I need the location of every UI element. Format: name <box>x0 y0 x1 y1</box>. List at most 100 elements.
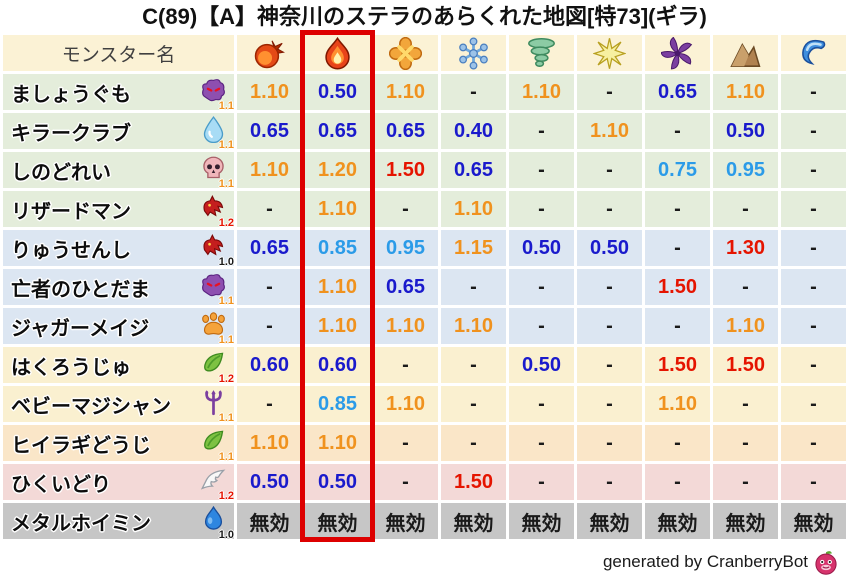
resistance-cell: 0.65 <box>237 113 302 149</box>
resistance-cell: - <box>509 152 574 188</box>
monster-name: ベビーマジシャン <box>11 395 171 418</box>
resistance-cell: - <box>373 347 438 383</box>
resistance-cell: - <box>577 308 642 344</box>
monster-name-cell: りゅうせんし 1.0 <box>3 230 234 268</box>
resistance-cell: 1.10 <box>373 386 438 422</box>
monster-name: メタルホイミン <box>11 512 151 535</box>
resistance-cell: - <box>781 347 846 383</box>
monster-coefficient: 1.1 <box>218 412 234 424</box>
monster-row: りゅうせんし 1.0 0.65 0.85 0.95 1.15 0.50 0.50-1.30- <box>3 230 846 268</box>
resistance-cell: - <box>713 269 778 305</box>
monster-name-cell: ジャガーメイジ 1.1 <box>3 308 234 346</box>
resistance-cell: 0.65 <box>237 230 302 266</box>
resistance-cell: 0.95 <box>373 230 438 266</box>
monster-coefficient: 1.1 <box>218 451 234 463</box>
monster-name-cell: しのどれい 1.1 <box>3 152 234 190</box>
skull-icon: 1.1 <box>200 155 234 190</box>
resistance-cell: - <box>645 191 710 227</box>
resistance-cell: 1.10 <box>237 74 302 110</box>
resistance-cell: - <box>781 152 846 188</box>
trident-icon: 1.1 <box>200 389 234 424</box>
resistance-cell: 無効 <box>781 503 846 539</box>
monster-row: メタルホイミン 1.0 無効 無効 無効 無効 無効 無効 無効 無効 無効 <box>3 503 846 541</box>
monster-name: リザードマン <box>11 200 131 223</box>
resistance-cell: - <box>237 386 302 422</box>
monster-row: しのどれい 1.1 1.10 1.20 1.50 0.65- -0.75 0.95- <box>3 152 846 190</box>
leaf-icon: 1.2 <box>200 350 234 385</box>
resistance-cell: - <box>441 386 506 422</box>
resistance-cell: 無効 <box>237 503 302 539</box>
monster-coefficient: 1.1 <box>218 100 234 112</box>
monster-name-cell: メタルホイミン 1.0 <box>3 503 234 541</box>
monster-row: リザードマン 1.2-1.10-1.10- - - - - <box>3 191 846 229</box>
monster-coefficient: 1.1 <box>218 178 234 190</box>
resistance-cell: 0.50 <box>509 230 574 266</box>
resistance-cell: - <box>577 74 642 110</box>
resistance-cell: 1.10 <box>305 269 370 305</box>
resistance-cell: - <box>577 464 642 500</box>
monster-name-cell: ヒイラギどうじ 1.1 <box>3 425 234 463</box>
resistance-cell: 0.50 <box>237 464 302 500</box>
resistance-cell: - <box>373 464 438 500</box>
monster-coefficient: 1.1 <box>218 334 234 346</box>
resistance-cell: - <box>509 269 574 305</box>
monster-name-cell: リザードマン 1.2 <box>3 191 234 229</box>
monster-name-cell: 亡者のひとだま 1.1 <box>3 269 234 307</box>
monster-name: 亡者のひとだま <box>11 278 150 301</box>
resistance-cell: 無効 <box>373 503 438 539</box>
monster-name-cell: キラークラブ 1.1 <box>3 113 234 151</box>
monster-coefficient: 1.2 <box>218 217 234 229</box>
snowflake-icon <box>441 35 506 71</box>
resistance-cell: - <box>645 425 710 461</box>
resistance-cell: 1.10 <box>305 308 370 344</box>
spark-icon <box>577 35 642 71</box>
monster-name: ましょうぐも <box>11 83 131 106</box>
resistance-cell: 0.95 <box>713 152 778 188</box>
footer: generated by CranberryBot <box>0 544 849 580</box>
monster-coefficient: 1.2 <box>218 490 234 502</box>
resistance-cell: 0.50 <box>713 113 778 149</box>
monster-name: キラークラブ <box>11 122 131 145</box>
resistance-cell: - <box>713 191 778 227</box>
resistance-cell: - <box>577 347 642 383</box>
resistance-cell: - <box>577 191 642 227</box>
resistance-cell: 1.10 <box>645 386 710 422</box>
resistance-cell: - <box>781 464 846 500</box>
resistance-cell: - <box>509 113 574 149</box>
leaf-icon: 1.1 <box>200 428 234 463</box>
resistance-cell: 0.85 <box>305 230 370 266</box>
resistance-cell: 0.40 <box>441 113 506 149</box>
resistance-cell: 1.50 <box>713 347 778 383</box>
page-title: C(89)【A】神奈川のステラのあらくれた地図[特73](ギラ) <box>142 4 707 29</box>
monster-name: ひくいどり <box>11 473 111 496</box>
monster-name: ジャガーメイジ <box>11 317 150 340</box>
monster-row: 亡者のひとだま 1.1-1.10 0.65- - -1.50- - <box>3 269 846 307</box>
resistance-cell: 1.10 <box>373 74 438 110</box>
resistance-cell: - <box>713 386 778 422</box>
flame-icon <box>305 35 370 71</box>
resistance-cell: 無効 <box>713 503 778 539</box>
burst-icon <box>373 35 438 71</box>
resistance-cell: - <box>237 269 302 305</box>
monster-row: ベビーマジシャン 1.1-0.85 1.10- - -1.10- - <box>3 386 846 424</box>
slime-icon: 1.0 <box>200 506 234 541</box>
resistance-cell: 0.75 <box>645 152 710 188</box>
resistance-cell: - <box>441 347 506 383</box>
resistance-cell: 1.10 <box>713 308 778 344</box>
resistance-cell: 1.50 <box>645 269 710 305</box>
resistance-cell: 1.10 <box>577 113 642 149</box>
resistance-cell: 0.65 <box>373 269 438 305</box>
monster-row: はくろうじゅ 1.2 0.60 0.60- -0.50-1.50 1.50- <box>3 347 846 385</box>
resistance-cell: 0.65 <box>373 113 438 149</box>
resistance-cell: 0.50 <box>509 347 574 383</box>
resistance-cell: - <box>373 425 438 461</box>
resistance-cell: 1.50 <box>441 464 506 500</box>
resistance-cell: - <box>509 386 574 422</box>
resistance-cell: 1.50 <box>373 152 438 188</box>
resistance-table: モンスター名 ましょうぐも 1.1 1.10 0.50 1.10-1.10-0.65 1.… <box>0 32 849 542</box>
monster-name: ヒイラギどうじ <box>11 434 151 457</box>
resistance-cell: 1.10 <box>305 425 370 461</box>
resistance-cell: 無効 <box>305 503 370 539</box>
resistance-cell: 0.65 <box>305 113 370 149</box>
monster-name-cell: ひくいどり 1.2 <box>3 464 234 502</box>
